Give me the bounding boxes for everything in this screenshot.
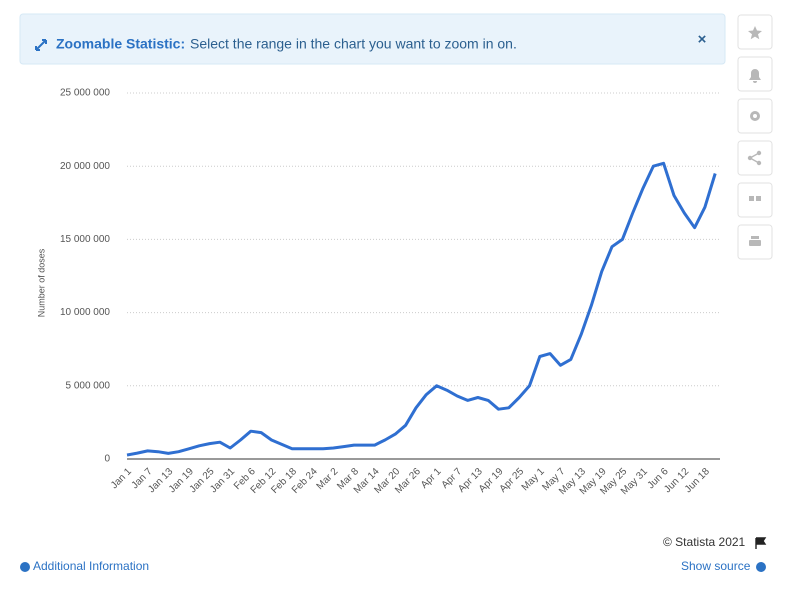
- y-tick-label: 20 000 000: [60, 161, 110, 172]
- y-axis-label: Number of doses: [36, 248, 46, 317]
- bell-icon: [749, 69, 761, 83]
- y-tick-label: 25 000 000: [60, 88, 110, 99]
- banner-title: Zoomable Statistic:: [56, 36, 185, 52]
- additional-info-link[interactable]: Additional Information: [33, 559, 149, 573]
- close-button[interactable]: ×: [698, 31, 707, 48]
- flag-icon: [755, 537, 767, 549]
- y-tick-label: 5 000 000: [66, 380, 111, 391]
- star-icon: [748, 26, 762, 40]
- cite-button[interactable]: [737, 182, 773, 218]
- zoom-icon: [35, 39, 47, 51]
- sidebar: [737, 14, 773, 260]
- y-tick-label: 0: [104, 454, 110, 465]
- sidebar-icons: [747, 26, 762, 246]
- x-tick-label: Mar 2: [315, 466, 341, 492]
- show-source-link[interactable]: Show source: [681, 559, 751, 573]
- share-button[interactable]: [737, 140, 773, 176]
- x-tick-label: Jan 1: [109, 466, 134, 491]
- printer-icon: [751, 236, 759, 239]
- info-icon: [756, 562, 766, 572]
- x-tick-label: Apr 25: [498, 466, 527, 495]
- printer-icon: [749, 240, 761, 246]
- info-icon: [20, 562, 30, 572]
- y-tick-label: 15 000 000: [60, 234, 110, 245]
- banner: [19, 13, 726, 65]
- gear-hole: [753, 114, 757, 118]
- quote-icon: [756, 196, 761, 201]
- x-tick-label: Apr 1: [419, 466, 444, 491]
- banner-text: Select the range in the chart you want t…: [190, 36, 517, 52]
- quote-icon: [749, 196, 754, 201]
- copyright: © Statista 2021: [663, 535, 746, 549]
- share-lines: [749, 152, 760, 164]
- y-tick-label: 10 000 000: [60, 307, 110, 318]
- line: [126, 161, 717, 457]
